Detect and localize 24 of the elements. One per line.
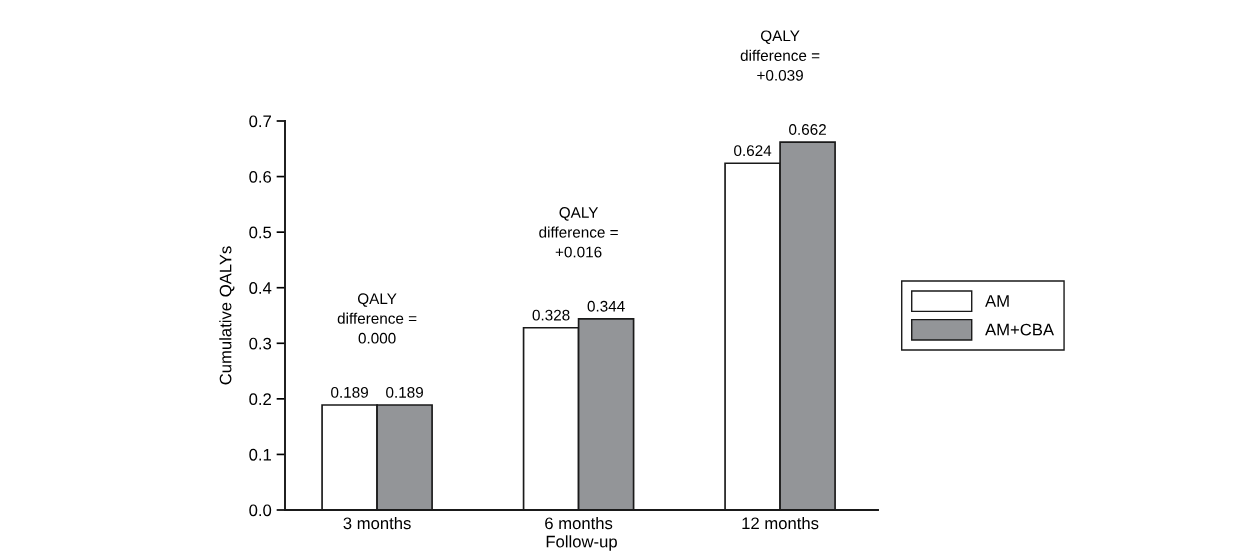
data-label: 0.624 <box>734 145 772 157</box>
x-tick-label: 6 months <box>545 516 613 530</box>
y-tick-label: 0.1 <box>249 448 271 461</box>
data-label: 0.662 <box>789 124 826 135</box>
x-axis-title: Follow-up <box>546 535 617 551</box>
legend-label: AM <box>985 295 1009 307</box>
x-tick-label: 3 months <box>343 516 411 530</box>
y-tick-label: 0.6 <box>249 170 272 183</box>
y-tick-label: 0.3 <box>249 337 272 350</box>
annotation: QALY difference = +0.016 <box>539 207 618 258</box>
y-tick-label: 0.5 <box>249 226 272 239</box>
text: QALY difference = +0.039 <box>740 30 820 81</box>
data-label: 0.328 <box>532 309 570 321</box>
y-tick-label: 0.7 <box>249 115 271 128</box>
y-tick-label: 0.4 <box>249 282 272 294</box>
data-label: 0.189 <box>331 386 368 398</box>
data-label: 0.189 <box>386 386 423 398</box>
data-label: 0.344 <box>587 300 625 312</box>
y-axis-title: Cumulative QALYs <box>219 246 235 385</box>
legend-label: AM+CBA <box>985 323 1055 336</box>
annotation: QALY difference = 0.000 <box>337 293 417 344</box>
y-tick-label: 0.2 <box>249 393 271 406</box>
y-tick-label: 0.0 <box>249 504 272 517</box>
x-tick-label: 12 months <box>742 516 819 530</box>
